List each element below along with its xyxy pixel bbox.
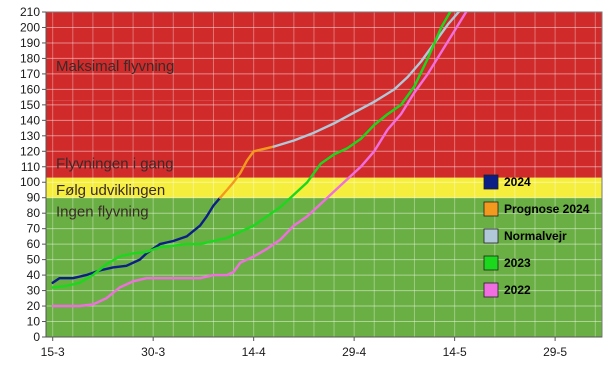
series-line-2023 [51,12,452,289]
y-tick-label: 30 [27,284,41,298]
x-tick-label: 29-5 [543,345,567,359]
y-tick-label: 60 [27,237,41,251]
y-tick-label: 170 [20,67,40,81]
y-tick-label: 150 [20,98,40,112]
zone-band [46,177,602,198]
y-tick-label: 140 [20,113,40,127]
y-tick-label: 0 [33,330,40,344]
zone-label: Flyvningen i gang [56,156,174,173]
series-line-prognose-2024 [218,145,275,199]
x-tick-label: 15-3 [41,345,65,359]
legend-label: Normalvejr [504,229,567,243]
y-tick-label: 190 [20,36,40,50]
legend-swatch [483,282,499,298]
legend-label: Prognose 2024 [504,202,590,216]
flight-zones [46,12,602,337]
zone-label: Følg udviklingen [56,182,165,199]
zone-band [46,100,602,178]
y-tick-label: 130 [20,129,40,143]
x-tick-label: 29-4 [342,345,366,359]
series-lines [51,12,468,308]
y-tick-label: 70 [27,222,41,236]
y-tick-label: 120 [20,144,40,158]
legend: 2024 Prognose 2024 Normalvejr 2023 2022 [483,174,590,298]
series-line-2022 [51,12,468,308]
series-line-2024 [51,196,222,284]
legend-swatch [483,201,499,217]
zone-label: Ingen flyvning [56,204,149,221]
zone-labels: Maksimal flyvning Flyvningen i gang Følg u… [56,58,174,220]
x-tick-label: 30-3 [141,345,165,359]
y-tick-label: 200 [20,20,40,34]
x-tick-label: 14-4 [242,345,266,359]
y-tick-label: 80 [27,206,41,220]
y-tick-label: 210 [20,5,40,19]
y-tick-label: 160 [20,82,40,96]
y-tick-label: 110 [21,160,40,174]
legend-label: 2022 [504,283,531,297]
y-tick-label: 180 [20,51,40,65]
y-tick-label: 100 [20,175,40,189]
zone-band [46,197,602,337]
zone-label: Maksimal flyvning [56,58,174,75]
y-tick-label: 90 [27,191,41,205]
zone-band [46,12,602,101]
legend-swatch [483,255,499,271]
y-tick-label: 50 [27,253,41,267]
legend-label: 2024 [504,175,531,189]
legend-swatch [483,174,499,190]
y-tick-label: 40 [27,268,41,282]
y-tick-label: 10 [27,315,41,329]
x-tick-label: 14-5 [443,345,467,359]
x-axis: 15-3 30-3 14-4 29-4 14-5 29-5 [41,336,602,359]
legend-label: 2023 [504,256,531,270]
legend-swatch [483,228,499,244]
y-tick-label: 20 [27,299,41,313]
